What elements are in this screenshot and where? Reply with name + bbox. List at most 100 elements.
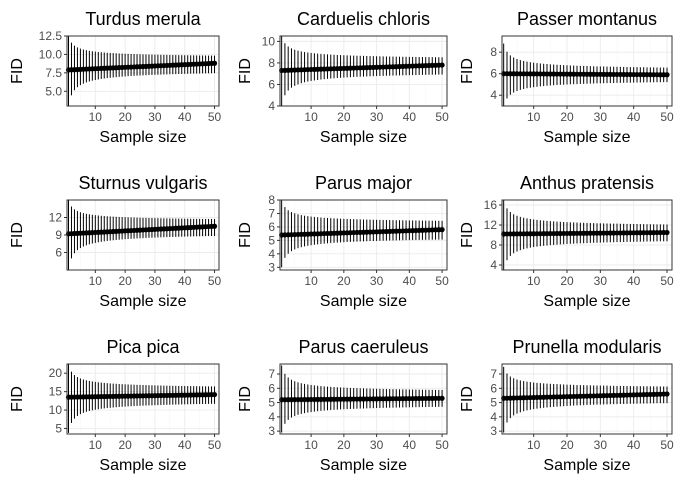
data-point — [664, 72, 670, 78]
x-axis-label: Sample size — [320, 293, 407, 310]
x-tick-label: 10 — [527, 110, 541, 124]
y-axis-label: FID — [237, 386, 254, 412]
panel-4: 10 20 30 40 50 6 9 12 Sturnus vulgaris Sample siz… — [9, 173, 222, 310]
x-axis-label: Sample size — [99, 457, 186, 474]
y-tick-label: 3 — [268, 424, 275, 438]
y-tick-label: 5 — [55, 421, 62, 435]
x-tick-label: 10 — [304, 438, 318, 452]
panel-border — [501, 363, 673, 435]
y-tick-label: 6 — [268, 381, 275, 395]
panel-2: 10 20 30 40 50 4 6 8 10 Carduelis chloris Sample s… — [237, 9, 449, 146]
y-tick-label: 6 — [268, 77, 275, 91]
x-tick-label: 30 — [594, 274, 608, 288]
y-tick-label: 12.5 — [39, 29, 63, 43]
points — [501, 229, 670, 237]
x-tick-label: 10 — [527, 438, 541, 452]
y-tick-label: 9 — [55, 228, 62, 242]
x-tick-label: 50 — [435, 110, 449, 124]
x-axis-label: Sample size — [99, 293, 186, 310]
x-axis-label: Sample size — [543, 129, 630, 146]
y-tick-label: 6 — [490, 67, 497, 81]
x-tick-label: 20 — [118, 438, 132, 452]
y-tick-label: 4 — [268, 99, 275, 113]
x-tick-label: 20 — [337, 110, 351, 124]
panel-title: Anthus pratensis — [520, 173, 654, 193]
panel-3: 10 20 30 40 50 4 6 8 Passer montanus Sample size F… — [459, 9, 674, 146]
y-tick-label: 5 — [268, 396, 275, 410]
y-tick-label: 8 — [490, 45, 497, 59]
x-tick-label: 30 — [148, 274, 162, 288]
data-point — [664, 229, 670, 236]
x-tick-label: 30 — [148, 110, 162, 124]
panel-border — [279, 35, 448, 107]
panel-title: Sturnus vulgaris — [78, 173, 207, 193]
y-tick-label: 3 — [490, 424, 497, 438]
y-tick-label: 4 — [490, 410, 497, 424]
x-tick-label: 40 — [178, 438, 192, 452]
y-tick-label: 10.0 — [39, 47, 63, 61]
x-tick-label: 10 — [527, 274, 541, 288]
x-tick-label: 10 — [89, 438, 103, 452]
data-point — [439, 227, 445, 233]
y-tick-label: 8 — [490, 238, 497, 252]
y-tick-label: 7 — [490, 367, 497, 381]
y-tick-label: 4 — [268, 247, 275, 261]
x-tick-label: 10 — [89, 110, 103, 124]
data-point — [211, 223, 218, 229]
x-tick-label: 50 — [208, 274, 222, 288]
panel-border — [279, 199, 448, 271]
y-axis-label: FID — [459, 58, 476, 84]
x-tick-label: 50 — [208, 110, 222, 124]
x-tick-label: 30 — [370, 110, 384, 124]
x-tick-label: 50 — [660, 438, 674, 452]
x-tick-label: 30 — [148, 438, 162, 452]
panel-border — [66, 363, 220, 435]
x-tick-label: 30 — [370, 274, 384, 288]
y-axis-label: FID — [9, 222, 26, 248]
y-axis-label: FID — [9, 386, 26, 412]
y-tick-label: 8 — [268, 193, 275, 207]
x-axis-label: Sample size — [320, 457, 407, 474]
y-axis-label: FID — [459, 222, 476, 248]
x-tick-label: 50 — [435, 274, 449, 288]
y-tick-label: 10 — [49, 403, 63, 417]
points — [65, 223, 218, 237]
data-point — [439, 395, 445, 401]
x-tick-label: 20 — [118, 110, 132, 124]
x-tick-label: 30 — [594, 110, 608, 124]
points — [65, 391, 218, 400]
y-tick-label: 6 — [55, 246, 62, 260]
x-tick-label: 20 — [337, 438, 351, 452]
y-tick-label: 7.5 — [45, 66, 62, 80]
x-tick-label: 50 — [660, 110, 674, 124]
y-tick-label: 6 — [490, 381, 497, 395]
panel-title: Passer montanus — [517, 9, 657, 29]
x-tick-label: 20 — [560, 274, 574, 288]
panel-border — [66, 35, 220, 107]
x-tick-label: 50 — [435, 438, 449, 452]
y-axis-label: FID — [237, 222, 254, 248]
y-tick-label: 6 — [268, 220, 275, 234]
y-tick-label: 5.0 — [45, 84, 62, 98]
x-axis-label: Sample size — [99, 129, 186, 146]
points — [279, 227, 445, 238]
y-tick-label: 5 — [490, 396, 497, 410]
data-point — [664, 391, 670, 397]
points — [501, 391, 670, 401]
x-tick-label: 40 — [627, 274, 641, 288]
panel-title: Prunella modularis — [512, 337, 661, 357]
x-tick-label: 40 — [178, 110, 192, 124]
y-tick-label: 12 — [484, 218, 498, 232]
x-tick-label: 40 — [403, 110, 417, 124]
y-tick-label: 8 — [268, 56, 275, 70]
points — [279, 62, 445, 74]
x-tick-label: 40 — [178, 274, 192, 288]
points — [501, 71, 670, 78]
x-tick-label: 20 — [560, 110, 574, 124]
panel-6: 10 20 30 40 50 4 8 12 16 Anthus pratensis Sample s… — [459, 173, 674, 310]
y-tick-label: 4 — [490, 258, 497, 272]
x-tick-label: 20 — [337, 274, 351, 288]
panel-border — [501, 35, 673, 107]
